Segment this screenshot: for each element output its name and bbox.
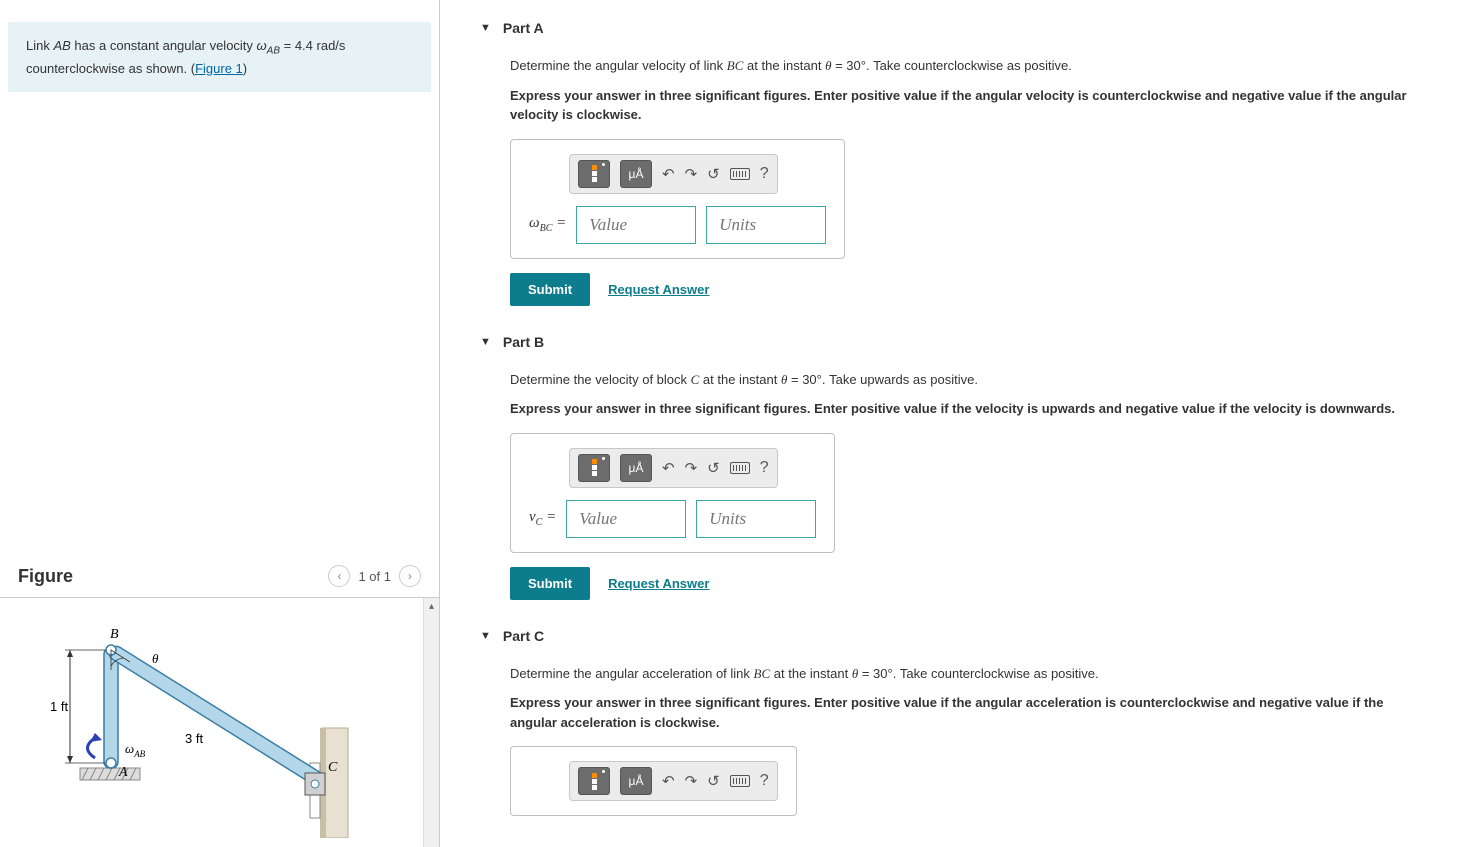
- redo-icon[interactable]: ↷: [685, 459, 698, 477]
- part-a: ▼ Part A Determine the angular velocity …: [480, 20, 1419, 306]
- omega-subscript: AB: [267, 46, 280, 57]
- part-c-instructions: Express your answer in three significant…: [510, 693, 1419, 732]
- undo-icon[interactable]: ↶: [662, 772, 675, 790]
- figure-prev-button[interactable]: ‹: [328, 565, 350, 587]
- figure-canvas: B A C θ 1 ft 3 ft ωAB ▴: [0, 597, 439, 847]
- part-b-instructions: Express your answer in three significant…: [510, 399, 1419, 419]
- template-picker-button[interactable]: [578, 454, 610, 482]
- template-picker-button[interactable]: [578, 767, 610, 795]
- part-a-description: Determine the angular velocity of link B…: [510, 56, 1419, 76]
- keyboard-icon[interactable]: [730, 775, 750, 787]
- reset-icon[interactable]: ↺: [707, 459, 720, 477]
- part-c-answer-box: μÅ ↶ ↷ ↺ ?: [510, 746, 797, 816]
- undo-icon[interactable]: ↶: [662, 459, 675, 477]
- link-bc: [107, 644, 326, 788]
- joint-a: [106, 758, 116, 768]
- label-a: A: [118, 765, 128, 780]
- label-c: C: [328, 760, 338, 775]
- equation-toolbar: μÅ ↶ ↷ ↺ ?: [569, 448, 778, 488]
- help-icon[interactable]: ?: [760, 459, 769, 477]
- submit-button[interactable]: Submit: [510, 567, 590, 600]
- value-input[interactable]: [566, 500, 686, 538]
- problem-sidebar: Link AB has a constant angular velocity …: [0, 0, 440, 847]
- help-icon[interactable]: ?: [760, 165, 769, 183]
- collapse-caret-icon: ▼: [480, 336, 491, 348]
- problem-text: ): [243, 61, 247, 76]
- part-a-input-row: ωBC =: [529, 206, 826, 244]
- problem-text: Link: [26, 38, 53, 53]
- mechanism-diagram: B A C θ 1 ft 3 ft ωAB: [10, 608, 370, 838]
- figure-counter: 1 of 1: [358, 569, 391, 584]
- value-input[interactable]: [576, 206, 696, 244]
- part-a-header[interactable]: ▼ Part A: [480, 20, 1419, 36]
- symbols-button[interactable]: μÅ: [620, 767, 652, 795]
- label-1ft: 1 ft: [50, 699, 68, 714]
- link-name: AB: [53, 38, 70, 53]
- figure-link[interactable]: Figure 1: [195, 61, 243, 76]
- figure-scrollbar[interactable]: ▴: [423, 598, 439, 847]
- template-picker-button[interactable]: [578, 160, 610, 188]
- figure-nav: ‹ 1 of 1 ›: [328, 565, 421, 587]
- part-b: ▼ Part B Determine the velocity of block…: [480, 334, 1419, 600]
- part-a-answer-box: μÅ ↶ ↷ ↺ ? ωBC =: [510, 139, 845, 259]
- label-omega: ωAB: [125, 741, 146, 759]
- symbols-button[interactable]: μÅ: [620, 454, 652, 482]
- figure-next-button[interactable]: ›: [399, 565, 421, 587]
- problem-text: has a constant angular velocity: [71, 38, 257, 53]
- redo-icon[interactable]: ↷: [685, 165, 698, 183]
- part-a-instructions: Express your answer in three significant…: [510, 86, 1419, 125]
- collapse-caret-icon: ▼: [480, 22, 491, 34]
- equation-toolbar: μÅ ↶ ↷ ↺ ?: [569, 761, 778, 801]
- keyboard-icon[interactable]: [730, 168, 750, 180]
- part-c-header[interactable]: ▼ Part C: [480, 628, 1419, 644]
- help-icon[interactable]: ?: [760, 772, 769, 790]
- reset-icon[interactable]: ↺: [707, 772, 720, 790]
- units-input[interactable]: [696, 500, 816, 538]
- undo-icon[interactable]: ↶: [662, 165, 675, 183]
- symbols-button[interactable]: μÅ: [620, 160, 652, 188]
- joint-c: [311, 780, 319, 788]
- variable-label: ωBC =: [529, 215, 566, 234]
- part-c-description: Determine the angular acceleration of li…: [510, 664, 1419, 684]
- label-b: B: [110, 627, 119, 642]
- part-a-title: Part A: [503, 20, 544, 36]
- label-3ft: 3 ft: [185, 731, 203, 746]
- reset-icon[interactable]: ↺: [707, 165, 720, 183]
- figure-title: Figure: [18, 566, 73, 587]
- omega-symbol: ω: [257, 38, 267, 53]
- problem-statement: Link AB has a constant angular velocity …: [8, 22, 431, 92]
- part-b-title: Part B: [503, 334, 544, 350]
- keyboard-icon[interactable]: [730, 462, 750, 474]
- part-c: ▼ Part C Determine the angular accelerat…: [480, 628, 1419, 817]
- part-c-title: Part C: [503, 628, 544, 644]
- units-input[interactable]: [706, 206, 826, 244]
- part-b-input-row: vC =: [529, 500, 816, 538]
- redo-icon[interactable]: ↷: [685, 772, 698, 790]
- collapse-caret-icon: ▼: [480, 630, 491, 642]
- figure-panel: Figure ‹ 1 of 1 ›: [0, 555, 439, 847]
- part-b-header[interactable]: ▼ Part B: [480, 334, 1419, 350]
- variable-label: vC =: [529, 509, 556, 528]
- rotation-arrowhead: [90, 733, 102, 742]
- equation-toolbar: μÅ ↶ ↷ ↺ ?: [569, 154, 778, 194]
- label-theta: θ: [152, 651, 159, 666]
- part-b-answer-box: μÅ ↶ ↷ ↺ ? vC =: [510, 433, 835, 553]
- submit-button[interactable]: Submit: [510, 273, 590, 306]
- request-answer-link[interactable]: Request Answer: [608, 282, 709, 297]
- part-b-description: Determine the velocity of block C at the…: [510, 370, 1419, 390]
- parts-area: ▼ Part A Determine the angular velocity …: [440, 0, 1459, 847]
- request-answer-link[interactable]: Request Answer: [608, 576, 709, 591]
